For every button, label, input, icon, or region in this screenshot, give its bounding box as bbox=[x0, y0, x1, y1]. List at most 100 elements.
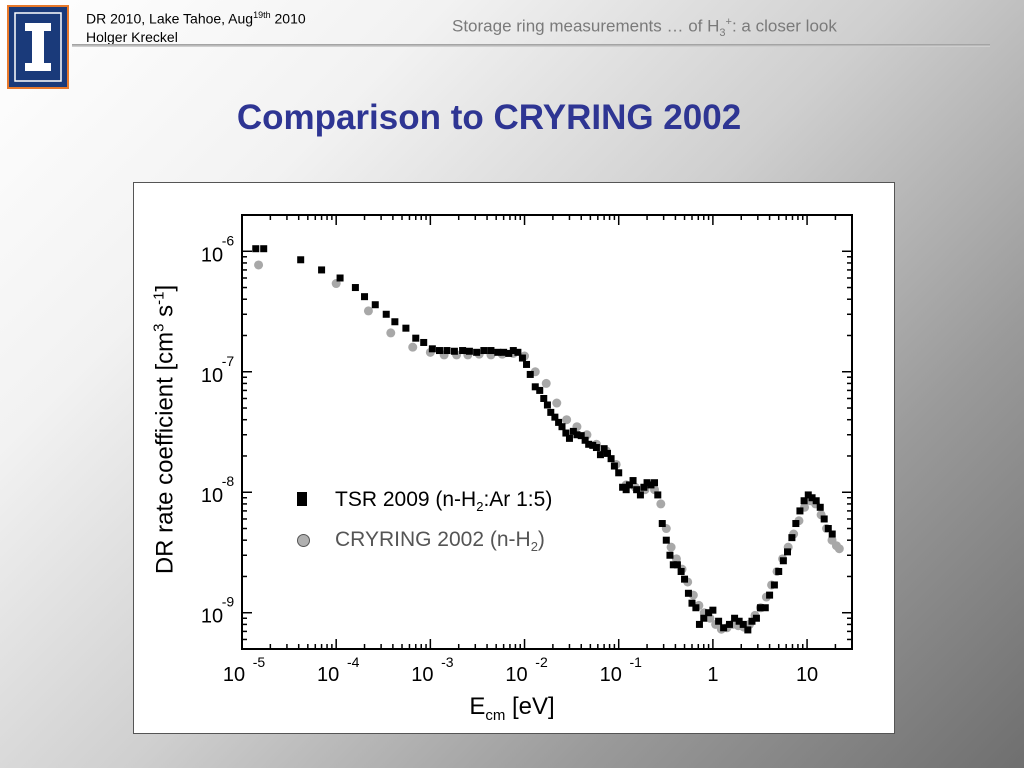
tsr-data-point bbox=[658, 520, 666, 528]
cryring-data-point bbox=[666, 542, 676, 552]
cryring-data-point bbox=[386, 328, 396, 338]
tsr-data-point bbox=[547, 408, 555, 416]
tsr-data-point bbox=[739, 620, 747, 628]
tsr-data-point bbox=[603, 449, 611, 457]
tsr-data-point bbox=[562, 429, 570, 437]
tsr-data-point bbox=[391, 318, 399, 326]
square-marker-icon bbox=[297, 492, 307, 506]
tsr-data-point bbox=[779, 557, 787, 565]
tsr-data-point bbox=[260, 245, 268, 253]
x-tick-label-exponent: -4 bbox=[347, 654, 360, 670]
tsr-data-point bbox=[775, 567, 783, 575]
tsr-data-point bbox=[800, 497, 808, 505]
tsr-data-point bbox=[633, 486, 641, 494]
tsr-data-point bbox=[500, 348, 508, 356]
tsr-data-point bbox=[784, 548, 792, 556]
tsr-data-point bbox=[677, 567, 685, 575]
tsr-data-point bbox=[371, 301, 379, 309]
tsr-data-point bbox=[720, 624, 728, 632]
tsr-data-point bbox=[662, 536, 670, 544]
tsr-data-point bbox=[643, 479, 651, 487]
tsr-data-point bbox=[487, 347, 495, 355]
x-tick-label: 10 bbox=[600, 664, 622, 686]
tsr-data-point bbox=[808, 494, 816, 502]
cryring-data-point bbox=[656, 499, 666, 509]
tsr-data-point bbox=[518, 354, 526, 362]
y-tick-label: 10 bbox=[201, 485, 223, 507]
tsr-data-point bbox=[297, 256, 305, 264]
tsr-data-point bbox=[610, 462, 618, 470]
tsr-data-point bbox=[744, 626, 752, 634]
tsr-data-point bbox=[420, 338, 428, 346]
tsr-data-point bbox=[581, 436, 589, 444]
tsr-data-point bbox=[828, 530, 836, 538]
tsr-data-point bbox=[565, 434, 573, 442]
x-tick-label: 10 bbox=[505, 664, 527, 686]
tsr-data-point bbox=[705, 609, 713, 617]
x-tick-label: 10 bbox=[411, 664, 433, 686]
tsr-data-point bbox=[673, 561, 681, 569]
tsr-data-point bbox=[480, 347, 488, 355]
header-left: DR 2010, Lake Tahoe, Aug19th 2010 Holger… bbox=[86, 6, 306, 46]
tsr-data-point bbox=[459, 347, 467, 355]
tsr-data-point bbox=[824, 525, 832, 533]
tsr-data-point bbox=[600, 445, 608, 453]
tsr-data-point bbox=[361, 293, 369, 301]
illinois-i-icon bbox=[14, 12, 62, 82]
tsr-data-point bbox=[615, 469, 623, 477]
tsr-data-point bbox=[812, 497, 820, 505]
tsr-data-point bbox=[607, 455, 615, 463]
tsr-data-point bbox=[820, 515, 828, 523]
tsr-data-point bbox=[551, 413, 559, 421]
tsr-data-point bbox=[443, 347, 451, 355]
cryring-data-point bbox=[562, 415, 572, 425]
university-logo bbox=[7, 5, 69, 89]
tsr-data-point bbox=[402, 324, 410, 332]
cryring-data-point bbox=[834, 544, 844, 554]
cryring-data-point bbox=[254, 260, 264, 270]
cryring-data-point bbox=[552, 398, 562, 408]
tsr-data-point bbox=[816, 503, 824, 511]
tsr-data-point bbox=[382, 310, 390, 318]
tsr-data-point bbox=[636, 491, 644, 499]
tsr-data-point bbox=[531, 383, 539, 391]
tsr-data-point bbox=[804, 491, 812, 499]
chart-figure: 10 -5 10 -4 10 -3 10 -2 10 -1 1 10 10 -6 10 -7 10 -8 10 -9 bbox=[133, 182, 895, 734]
tsr-data-point bbox=[252, 245, 260, 253]
tsr-data-point bbox=[748, 617, 756, 625]
tsr-data-point bbox=[619, 483, 627, 491]
tsr-data-point bbox=[715, 617, 723, 625]
x-tick-label-exponent: -1 bbox=[629, 654, 642, 670]
tsr-data-point bbox=[766, 591, 774, 599]
tsr-data-point bbox=[555, 418, 563, 426]
tsr-data-point bbox=[435, 347, 443, 355]
x-tick-label: 1 bbox=[707, 664, 718, 686]
tsr-data-point bbox=[318, 266, 326, 274]
tsr-data-point bbox=[351, 284, 359, 292]
tsr-data-point bbox=[761, 604, 769, 612]
x-tick-label: 10 bbox=[796, 664, 818, 686]
tsr-data-point bbox=[640, 483, 648, 491]
tsr-data-point bbox=[465, 347, 473, 355]
conference-line: DR 2010, Lake Tahoe, Aug19th 2010 bbox=[86, 10, 306, 27]
tsr-data-point bbox=[684, 589, 692, 597]
slide-title: Comparison to CRYRING 2002 bbox=[236, 98, 742, 137]
tsr-data-point bbox=[735, 617, 743, 625]
tsr-data-point bbox=[629, 477, 637, 485]
x-tick-label-exponent: -5 bbox=[253, 654, 266, 670]
cryring-data-point bbox=[363, 306, 373, 316]
tsr-data-point bbox=[412, 334, 420, 342]
tsr-data-point bbox=[573, 431, 581, 439]
tsr-data-point bbox=[509, 347, 517, 355]
x-tick-label: 10 bbox=[317, 664, 339, 686]
tsr-data-point bbox=[625, 481, 633, 489]
y-tick-label: 10 bbox=[201, 365, 223, 387]
cryring-data-point bbox=[408, 342, 418, 352]
x-tick-label: 10 bbox=[223, 664, 245, 686]
tsr-data-point bbox=[669, 561, 677, 569]
tsr-data-point bbox=[666, 551, 674, 559]
tsr-data-point bbox=[589, 441, 597, 449]
plot-frame bbox=[241, 214, 853, 650]
tsr-data-point bbox=[494, 348, 502, 356]
tsr-data-point bbox=[543, 401, 551, 409]
